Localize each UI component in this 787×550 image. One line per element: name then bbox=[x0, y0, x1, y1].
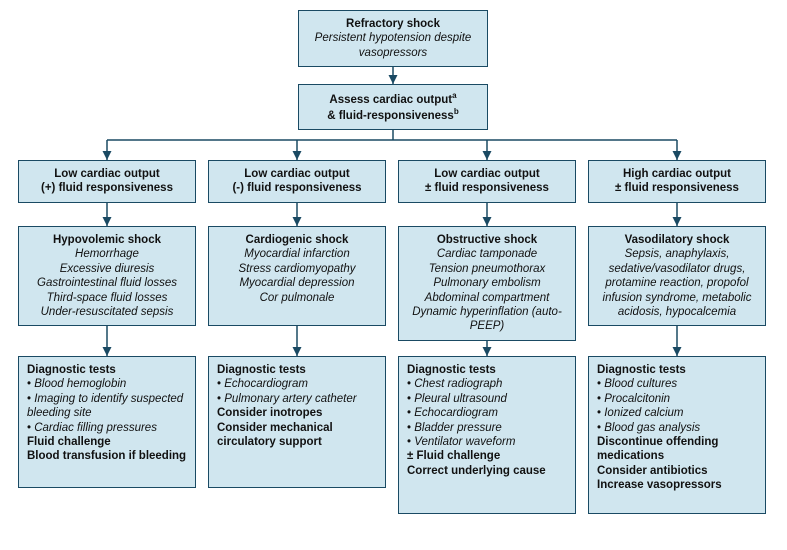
diag-action: Increase vasopressors bbox=[597, 478, 757, 492]
assess-line1: Assess cardiac outputa bbox=[307, 91, 479, 107]
shock-type-box: Obstructive shockCardiac tamponadeTensio… bbox=[398, 226, 576, 341]
shock-title: Obstructive shock bbox=[407, 233, 567, 247]
header-l2: ± fluid responsiveness bbox=[407, 181, 567, 195]
diag-bullet: Ventilator waveform bbox=[407, 435, 567, 449]
header-l1: High cardiac output bbox=[597, 167, 757, 181]
header-l2: (-) fluid responsiveness bbox=[217, 181, 377, 195]
shock-item: Hemorrhage bbox=[27, 247, 187, 261]
root-title: Refractory shock bbox=[307, 17, 479, 31]
node-assess-cardiac-output: Assess cardiac outputa & fluid-responsiv… bbox=[298, 84, 488, 130]
diag-bullet: Cardiac filling pressures bbox=[27, 421, 187, 435]
diag-bullet: Chest radiograph bbox=[407, 377, 567, 391]
column-header: High cardiac output± fluid responsivenes… bbox=[588, 160, 766, 203]
diag-title: Diagnostic tests bbox=[27, 363, 187, 377]
diag-action: Consider antibiotics bbox=[597, 464, 757, 478]
header-l1: Low cardiac output bbox=[407, 167, 567, 181]
shock-item: Myocardial infarction bbox=[217, 247, 377, 261]
shock-item: Excessive diuresis bbox=[27, 262, 187, 276]
diag-title: Diagnostic tests bbox=[217, 363, 377, 377]
diag-bullet: Pulmonary artery catheter bbox=[217, 392, 377, 406]
diag-bullet: Bladder pressure bbox=[407, 421, 567, 435]
shock-item: Under-resuscitated sepsis bbox=[27, 305, 187, 319]
header-l2: (+) fluid responsiveness bbox=[27, 181, 187, 195]
header-l1: Low cardiac output bbox=[27, 167, 187, 181]
diag-bullet: Imaging to identify suspected bleeding s… bbox=[27, 392, 187, 421]
diag-bullet: Blood cultures bbox=[597, 377, 757, 391]
shock-item: Tension pneumothorax bbox=[407, 262, 567, 276]
shock-item: Third-space fluid losses bbox=[27, 291, 187, 305]
flowchart-canvas: { "layout": { "type": "flowchart", "canv… bbox=[0, 0, 787, 550]
column-header: Low cardiac output± fluid responsiveness bbox=[398, 160, 576, 203]
diag-action: Discontinue offending medications bbox=[597, 435, 757, 464]
shock-type-box: Cardiogenic shockMyocardial infarctionSt… bbox=[208, 226, 386, 326]
diag-action: Consider inotropes bbox=[217, 406, 377, 420]
shock-item: Cardiac tamponade bbox=[407, 247, 567, 261]
diagnostic-box: Diagnostic testsBlood hemoglobinImaging … bbox=[18, 356, 196, 488]
shock-title: Cardiogenic shock bbox=[217, 233, 377, 247]
diag-bullet: Echocardiogram bbox=[407, 406, 567, 420]
header-l1: Low cardiac output bbox=[217, 167, 377, 181]
shock-item: Gastrointestinal fluid losses bbox=[27, 276, 187, 290]
root-subtitle: Persistent hypotension despite vasopress… bbox=[307, 31, 479, 60]
diag-action: Fluid challenge bbox=[27, 435, 187, 449]
column-header: Low cardiac output(+) fluid responsivene… bbox=[18, 160, 196, 203]
shock-item: Stress cardiomyopathy bbox=[217, 262, 377, 276]
diag-action: Correct underlying cause bbox=[407, 464, 567, 478]
diag-bullet: Blood hemoglobin bbox=[27, 377, 187, 391]
column-header: Low cardiac output(-) fluid responsivene… bbox=[208, 160, 386, 203]
diagnostic-box: Diagnostic testsEchocardiogramPulmonary … bbox=[208, 356, 386, 488]
assess-line2: & fluid-responsivenessb bbox=[307, 107, 479, 123]
diag-bullet: Echocardiogram bbox=[217, 377, 377, 391]
shock-item: Pulmonary embolism bbox=[407, 276, 567, 290]
diag-action: ± Fluid challenge bbox=[407, 449, 567, 463]
diag-action: Blood transfusion if bleeding bbox=[27, 449, 187, 463]
diagnostic-box: Diagnostic testsChest radiographPleural … bbox=[398, 356, 576, 514]
shock-type-box: Vasodilatory shockSepsis, anaphylaxis, s… bbox=[588, 226, 766, 326]
diag-action: Consider mechanical circulatory support bbox=[217, 421, 377, 450]
diag-bullet: Blood gas analysis bbox=[597, 421, 757, 435]
shock-item: Abdominal compartment bbox=[407, 291, 567, 305]
shock-title: Hypovolemic shock bbox=[27, 233, 187, 247]
shock-item: Dynamic hyperinflation (auto-PEEP) bbox=[407, 305, 567, 334]
diag-title: Diagnostic tests bbox=[407, 363, 567, 377]
diag-title: Diagnostic tests bbox=[597, 363, 757, 377]
shock-item: Myocardial depression bbox=[217, 276, 377, 290]
shock-item: Cor pulmonale bbox=[217, 291, 377, 305]
shock-type-box: Hypovolemic shockHemorrhageExcessive diu… bbox=[18, 226, 196, 326]
diag-bullet: Pleural ultrasound bbox=[407, 392, 567, 406]
header-l2: ± fluid responsiveness bbox=[597, 181, 757, 195]
shock-title: Vasodilatory shock bbox=[597, 233, 757, 247]
shock-item: Sepsis, anaphylaxis, sedative/vasodilato… bbox=[597, 247, 757, 319]
diag-bullet: Ionized calcium bbox=[597, 406, 757, 420]
diagnostic-box: Diagnostic testsBlood culturesProcalcito… bbox=[588, 356, 766, 514]
diag-bullet: Procalcitonin bbox=[597, 392, 757, 406]
node-refractory-shock: Refractory shock Persistent hypotension … bbox=[298, 10, 488, 67]
